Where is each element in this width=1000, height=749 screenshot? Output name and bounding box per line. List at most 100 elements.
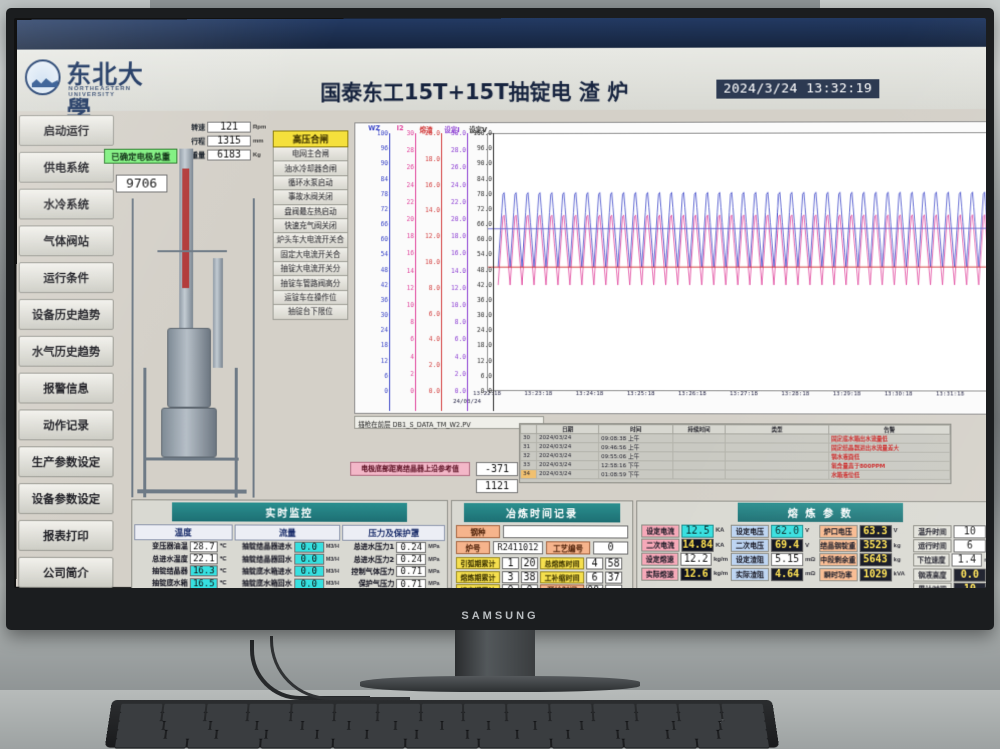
keyboard-key[interactable] bbox=[162, 712, 205, 722]
sidebar-item-3[interactable]: 气体阀站 bbox=[18, 225, 114, 257]
keyboard-key[interactable] bbox=[551, 738, 624, 748]
keyboard-key[interactable] bbox=[624, 738, 697, 748]
hv-menu-item-8[interactable]: 抽锭大电流开关分 bbox=[272, 262, 349, 277]
alarm-row[interactable]: 34 2024/03/24 01:08:59 下午 水箱液位低 bbox=[520, 469, 950, 480]
keyboard-key[interactable] bbox=[396, 721, 442, 730]
hv-menu-item-7[interactable]: 固定大电流开关合 bbox=[272, 247, 349, 263]
param-value[interactable]: 12.6 bbox=[680, 567, 712, 581]
sidebar-item-2[interactable]: 水冷系统 bbox=[18, 188, 114, 220]
hv-menu-item-9[interactable]: 抽锭车管路阀高分 bbox=[272, 276, 349, 291]
steel-type-value[interactable] bbox=[502, 525, 629, 539]
hv-menu-item-10[interactable]: 运锭车在操作位 bbox=[272, 290, 349, 306]
param-value[interactable]: 14.84 bbox=[681, 538, 714, 552]
keyboard-key[interactable] bbox=[291, 712, 334, 722]
keyboard-key[interactable] bbox=[334, 712, 377, 722]
param-value[interactable]: 1.4 bbox=[951, 553, 983, 568]
keyboard-key[interactable] bbox=[118, 712, 162, 722]
keyboard-key[interactable] bbox=[468, 729, 517, 739]
hv-menu-item-2[interactable]: 循环水泵启动 bbox=[272, 176, 349, 191]
keyboard-key[interactable] bbox=[668, 729, 718, 739]
param-value[interactable]: 12.2 bbox=[680, 553, 712, 567]
hv-menu-item-0[interactable]: 电网主合闸 bbox=[272, 147, 349, 162]
param-value[interactable]: 10 bbox=[953, 524, 986, 539]
keyboard-key[interactable] bbox=[249, 703, 291, 713]
hv-menu-item-11[interactable]: 抽锭台下限位 bbox=[272, 305, 349, 320]
sidebar-item-7[interactable]: 报警信息 bbox=[18, 372, 114, 404]
hv-menu-item-5[interactable]: 快速充气阀关闭 bbox=[272, 219, 349, 234]
keyboard-key[interactable] bbox=[163, 703, 206, 713]
keyboard-key[interactable] bbox=[507, 703, 549, 713]
keyboard-key[interactable] bbox=[166, 729, 216, 739]
keyboard-key[interactable] bbox=[116, 729, 166, 739]
keyboard-key[interactable] bbox=[120, 703, 163, 713]
keyboard-key[interactable] bbox=[333, 738, 405, 748]
keyboard-key[interactable] bbox=[489, 721, 534, 730]
sidebar-item-9[interactable]: 生产参数设定 bbox=[18, 446, 114, 478]
keyboard-key[interactable] bbox=[678, 703, 721, 713]
keyboard-key[interactable] bbox=[210, 721, 256, 730]
keyboard-key[interactable] bbox=[367, 729, 416, 739]
keyboard-key[interactable] bbox=[206, 703, 249, 713]
param-value[interactable]: 63.3 bbox=[859, 524, 892, 538]
keyboard-key[interactable] bbox=[674, 721, 720, 730]
keyboard-key[interactable] bbox=[205, 712, 248, 722]
keyboard-key[interactable] bbox=[117, 721, 164, 730]
keyboard-key[interactable] bbox=[618, 729, 668, 739]
keyboard-key[interactable] bbox=[216, 729, 266, 739]
keyboard-key[interactable] bbox=[317, 729, 366, 739]
keyboard-key[interactable] bbox=[679, 712, 722, 722]
keyboard-key[interactable] bbox=[187, 738, 260, 748]
keyboard-key[interactable] bbox=[335, 703, 377, 713]
keyboard-key[interactable] bbox=[507, 712, 550, 722]
keyboard-key[interactable] bbox=[628, 721, 674, 730]
param-value[interactable]: 62.0 bbox=[770, 524, 804, 538]
process-no-value[interactable]: 0 bbox=[593, 541, 629, 555]
keyboard-key[interactable] bbox=[593, 712, 636, 722]
keyboard-key[interactable] bbox=[581, 721, 627, 730]
keyboard-key[interactable] bbox=[635, 703, 678, 713]
keyboard-key[interactable] bbox=[720, 721, 767, 730]
hv-menu-item-3[interactable]: 事故水阀关闭 bbox=[272, 190, 349, 205]
keyboard-key[interactable] bbox=[267, 729, 316, 739]
sidebar-item-11[interactable]: 报表打印 bbox=[18, 519, 114, 552]
keyboard-key[interactable] bbox=[535, 721, 581, 730]
keyboard-key[interactable] bbox=[257, 721, 303, 730]
param-value[interactable]: 5.15 bbox=[770, 553, 804, 567]
keyboard-key[interactable] bbox=[697, 738, 770, 748]
keyboard-key[interactable] bbox=[292, 703, 334, 713]
param-value[interactable]: 12.5 bbox=[681, 524, 714, 538]
keyboard-key[interactable] bbox=[636, 712, 679, 722]
keyboard-key[interactable] bbox=[718, 729, 768, 739]
sidebar-item-1[interactable]: 供电系统 bbox=[18, 151, 114, 183]
param-value[interactable]: 10 bbox=[953, 582, 986, 588]
trend-chart[interactable]: 13:22:18 13:23:18 13:24:18 13:25:18 13:26:18… bbox=[354, 121, 986, 415]
keyboard[interactable]: A4TECH 双飞燕 bbox=[104, 700, 780, 748]
alarm-table[interactable]: 日期 时间 持续时间 类型 告警 30 2024/03/24 09:08:38 上午 固定底水… bbox=[519, 423, 952, 485]
keyboard-key[interactable] bbox=[303, 721, 349, 730]
param-value[interactable]: 69.4 bbox=[770, 538, 804, 553]
keyboard-key[interactable] bbox=[593, 703, 635, 713]
furnace-no-value[interactable]: R2411012 bbox=[492, 541, 544, 555]
keyboard-key[interactable] bbox=[550, 703, 592, 713]
param-value[interactable]: 5643 bbox=[859, 553, 892, 567]
keyboard-key[interactable] bbox=[568, 729, 617, 739]
sidebar-item-12[interactable]: 公司简介 bbox=[18, 556, 114, 588]
keyboard-key[interactable] bbox=[350, 721, 395, 730]
keyboard-key[interactable] bbox=[518, 729, 567, 739]
keyboard-key[interactable] bbox=[248, 712, 291, 722]
hv-menu-item-4[interactable]: 盘阀最左热启动 bbox=[272, 204, 349, 220]
keyboard-key[interactable] bbox=[378, 703, 420, 713]
param-value[interactable]: 6 bbox=[953, 539, 986, 553]
keyboard-key[interactable] bbox=[443, 721, 488, 730]
hv-menu-item-6[interactable]: 炉头车大电流开关合 bbox=[272, 233, 349, 248]
sidebar-item-10[interactable]: 设备参数设定 bbox=[18, 483, 114, 515]
param-value[interactable]: 0.0 bbox=[953, 568, 986, 582]
hv-menu-item-1[interactable]: 油水冷却器合闸 bbox=[272, 161, 349, 177]
keyboard-key[interactable] bbox=[417, 729, 467, 739]
keyboard-key[interactable] bbox=[421, 712, 463, 722]
keyboard-key[interactable] bbox=[721, 703, 764, 713]
sidebar-item-5[interactable]: 设备历史趋势 bbox=[18, 299, 114, 330]
param-value[interactable]: 4.64 bbox=[770, 567, 804, 582]
keyboard-key[interactable] bbox=[464, 703, 506, 713]
sidebar-item-6[interactable]: 水气历史趋势 bbox=[18, 335, 114, 367]
